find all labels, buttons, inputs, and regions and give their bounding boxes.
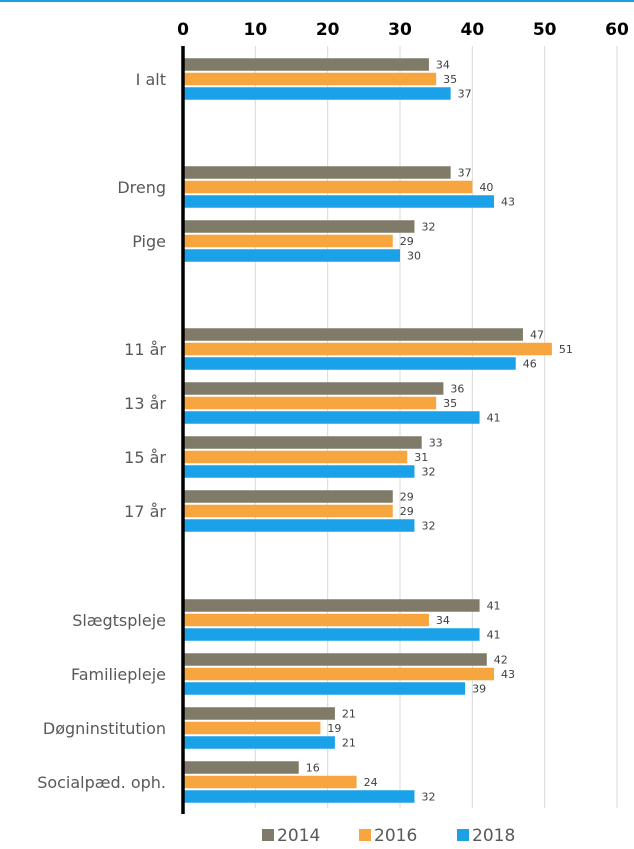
data-label: 34 <box>436 614 450 627</box>
data-label: 29 <box>400 505 414 518</box>
x-tick-label: 30 <box>388 20 412 40</box>
x-tick-label: 0 <box>177 20 189 40</box>
data-label: 29 <box>400 235 414 248</box>
bar-2016 <box>183 72 437 86</box>
x-tick-label: 10 <box>243 20 267 40</box>
data-label: 29 <box>400 491 414 504</box>
legend-swatch-2014 <box>262 829 274 841</box>
data-label: 43 <box>501 668 515 681</box>
bar-2014 <box>183 166 451 179</box>
data-label: 21 <box>342 708 356 721</box>
category-label: Døgninstitution <box>43 719 166 738</box>
bar-2016 <box>183 721 321 735</box>
category-label: 13 år <box>124 394 166 413</box>
top-rule <box>0 0 634 2</box>
bar-2014 <box>183 707 335 720</box>
bar-2016 <box>183 775 357 789</box>
bar-2018 <box>183 357 516 370</box>
category-label: I alt <box>136 70 166 89</box>
legend-label: 2018 <box>472 826 515 846</box>
data-label: 36 <box>450 383 464 396</box>
data-label: 31 <box>414 451 428 464</box>
data-label: 30 <box>407 250 421 263</box>
category-label: Familiepleje <box>71 665 166 684</box>
data-label: 41 <box>487 600 501 613</box>
bar-2016 <box>183 504 393 518</box>
bar-2018 <box>183 195 495 208</box>
bar-2016 <box>183 450 408 464</box>
x-tick-label: 40 <box>460 20 484 40</box>
bar-2016 <box>183 234 393 248</box>
data-label: 43 <box>501 196 515 209</box>
legend-swatch-2016 <box>359 829 371 841</box>
data-label: 24 <box>364 776 378 789</box>
data-label: 32 <box>421 466 435 479</box>
bar-2018 <box>183 411 480 424</box>
data-label: 37 <box>458 167 472 180</box>
data-label: 32 <box>421 520 435 533</box>
data-label: 35 <box>443 73 457 86</box>
category-label: Dreng <box>117 178 166 197</box>
data-label: 41 <box>487 412 501 425</box>
category-label: Slægtspleje <box>72 611 166 630</box>
category-label: 11 år <box>124 340 166 359</box>
data-label: 21 <box>342 737 356 750</box>
category-label: 15 år <box>124 448 166 467</box>
bar-2016 <box>183 396 437 410</box>
bar-2014 <box>183 382 444 395</box>
bar-2014 <box>183 599 480 612</box>
category-label: 17 år <box>124 502 166 521</box>
bar-2018 <box>183 249 400 262</box>
bar-2014 <box>183 490 393 503</box>
bar-2018 <box>183 519 415 532</box>
data-label: 37 <box>458 88 472 101</box>
bar-2014 <box>183 328 523 341</box>
data-label: 32 <box>421 791 435 804</box>
data-label: 32 <box>421 221 435 234</box>
x-tick-label: 20 <box>316 20 340 40</box>
bar-2014 <box>183 220 415 233</box>
bar-2018 <box>183 682 466 695</box>
category-label: Pige <box>132 232 166 251</box>
bar-2014 <box>183 436 422 449</box>
data-label: 41 <box>487 629 501 642</box>
data-label: 46 <box>523 358 537 371</box>
data-label: 35 <box>443 397 457 410</box>
data-label: 40 <box>479 181 493 194</box>
data-label: 39 <box>472 683 486 696</box>
bar-2014 <box>183 653 487 666</box>
legend-label: 2014 <box>277 826 320 846</box>
bar-2016 <box>183 342 552 356</box>
bar-2018 <box>183 736 335 749</box>
x-tick-label: 60 <box>605 20 629 40</box>
data-label: 34 <box>436 59 450 72</box>
data-label: 42 <box>494 654 508 667</box>
data-label: 47 <box>530 329 544 342</box>
bar-2016 <box>183 180 473 194</box>
bar-2018 <box>183 87 451 100</box>
bar-2014 <box>183 58 429 71</box>
legend-swatch-2018 <box>457 829 469 841</box>
bar-2016 <box>183 613 429 627</box>
legend-label: 2016 <box>374 826 417 846</box>
bar-2016 <box>183 667 495 681</box>
category-label: Socialpæd. oph. <box>37 773 166 792</box>
bar-2018 <box>183 465 415 478</box>
x-tick-label: 50 <box>533 20 557 40</box>
bar-2018 <box>183 628 480 641</box>
bar-2018 <box>183 790 415 803</box>
bar-2014 <box>183 761 299 774</box>
data-label: 33 <box>429 437 443 450</box>
data-label: 51 <box>559 343 573 356</box>
data-label: 16 <box>306 762 320 775</box>
data-label: 19 <box>327 722 341 735</box>
